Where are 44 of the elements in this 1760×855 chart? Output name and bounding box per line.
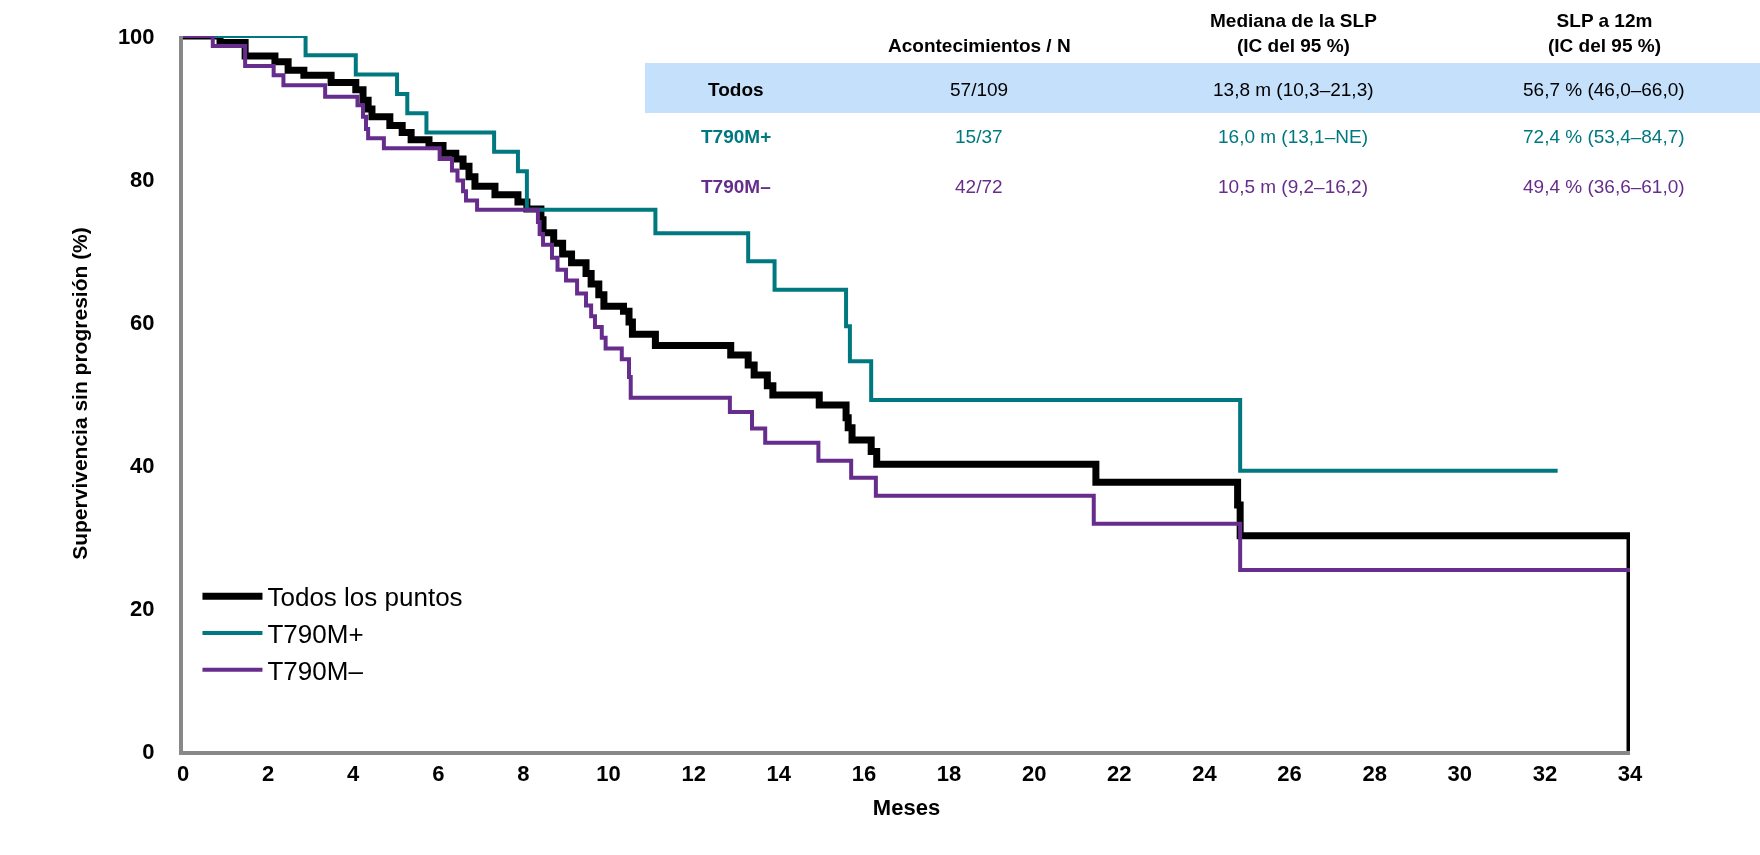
x-tick-label: 10 bbox=[596, 761, 621, 787]
annotation: Mediana de la SLP (IC del 95 %) bbox=[1210, 10, 1378, 56]
x-tick-label: 12 bbox=[681, 761, 706, 787]
x-tick-label: 34 bbox=[1617, 761, 1643, 787]
y-tick-label: 60 bbox=[130, 309, 155, 335]
legend-label: T790M+ bbox=[267, 619, 364, 650]
x-tick-label: 20 bbox=[1021, 761, 1047, 787]
annotation: 15/37 bbox=[955, 126, 1003, 147]
annotation: 42/72 bbox=[955, 176, 1003, 197]
annotation: 56,7 % (46,0–66,0) bbox=[1523, 79, 1685, 100]
x-tick-label: 26 bbox=[1277, 761, 1302, 787]
x-axis-title: Meses bbox=[872, 794, 941, 820]
x-tick-label: 4 bbox=[347, 761, 361, 787]
x-tick-label: 14 bbox=[766, 761, 792, 787]
y-tick-label: 80 bbox=[130, 166, 155, 192]
x-tick-label: 32 bbox=[1532, 761, 1558, 787]
annotation: 72,4 % (53,4–84,7) bbox=[1523, 126, 1685, 147]
x-tick-label: 2 bbox=[261, 761, 275, 787]
annotation: Todos bbox=[708, 79, 764, 100]
x-tick-label: 16 bbox=[851, 761, 877, 787]
legend-label: T790M– bbox=[267, 655, 364, 686]
y-tick-label: 20 bbox=[130, 595, 155, 621]
x-tick-label: 6 bbox=[432, 761, 445, 787]
x-tick-label: 28 bbox=[1362, 761, 1387, 787]
annotation: T790M– bbox=[701, 176, 771, 197]
annotation: T790M+ bbox=[701, 126, 772, 147]
annotation: Acontecimientos / N bbox=[888, 35, 1071, 56]
annotation: 16,0 m (13,1–NE) bbox=[1218, 126, 1368, 147]
x-tick-label: 0 bbox=[176, 761, 190, 787]
annotation: SLP a 12m (IC del 95 %) bbox=[1548, 10, 1661, 56]
x-tick-label: 8 bbox=[517, 761, 530, 787]
y-axis-title: Supervivencia sin progresión (%) bbox=[67, 227, 91, 560]
y-tick-label: 100 bbox=[117, 23, 155, 49]
x-tick-label: 30 bbox=[1447, 761, 1472, 787]
annotation: 49,4 % (36,6–61,0) bbox=[1523, 176, 1685, 197]
annotation: 10,5 m (9,2–16,2) bbox=[1218, 176, 1368, 197]
annotation: 13,8 m (10,3–21,3) bbox=[1213, 79, 1374, 100]
x-tick-label: 18 bbox=[936, 761, 962, 787]
legend-label: Todos los puntos bbox=[267, 582, 463, 613]
y-tick-label: 40 bbox=[130, 452, 155, 478]
x-tick-label: 24 bbox=[1192, 761, 1218, 787]
y-tick-label: 0 bbox=[142, 738, 155, 764]
annotation: 57/109 bbox=[950, 79, 1009, 100]
x-tick-label: 22 bbox=[1107, 761, 1132, 787]
